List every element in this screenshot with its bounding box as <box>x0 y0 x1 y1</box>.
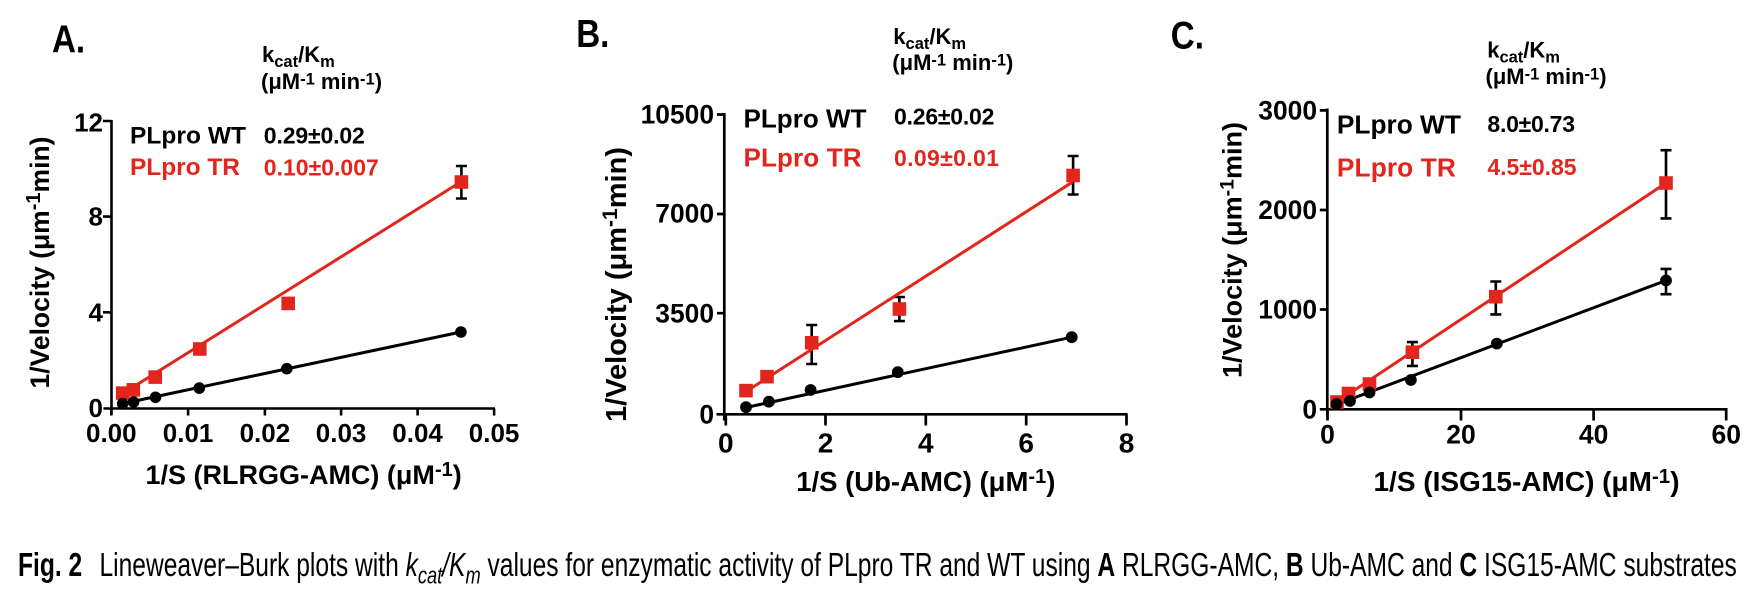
svg-text:8: 8 <box>89 202 103 232</box>
svg-text:1000: 1000 <box>1258 295 1317 325</box>
svg-text:PLpro TR: PLpro TR <box>744 143 862 173</box>
svg-text:0: 0 <box>699 400 714 430</box>
svg-text:1/Velocity (μm-1min): 1/Velocity (μm-1min) <box>1217 122 1248 378</box>
svg-text:0.10±0.007: 0.10±0.007 <box>264 155 379 181</box>
svg-text:3500: 3500 <box>655 298 714 328</box>
svg-text:4.5±0.85: 4.5±0.85 <box>1487 154 1576 180</box>
svg-text:0.00: 0.00 <box>86 418 137 448</box>
svg-text:10500: 10500 <box>641 100 714 130</box>
svg-text:Fig. 2 Lineweaver–Burk plots w: Fig. 2 Lineweaver–Burk plots with kcat/K… <box>18 548 1737 590</box>
svg-text:3000: 3000 <box>1258 95 1317 125</box>
svg-text:1/S (ISG15-AMC) (μM-1): 1/S (ISG15-AMC) (μM-1) <box>1373 465 1679 497</box>
svg-text:0: 0 <box>1320 419 1335 449</box>
svg-text:0.05: 0.05 <box>469 418 520 448</box>
svg-text:0.04: 0.04 <box>392 418 443 448</box>
svg-text:0: 0 <box>1302 394 1317 424</box>
svg-text:0: 0 <box>718 428 734 459</box>
svg-text:4: 4 <box>918 428 934 459</box>
svg-text:0.02: 0.02 <box>240 418 291 448</box>
svg-text:2000: 2000 <box>1258 195 1317 225</box>
svg-text:0.03: 0.03 <box>316 418 367 448</box>
svg-text:6: 6 <box>1018 428 1034 459</box>
svg-text:2: 2 <box>818 428 834 459</box>
svg-text:kcat/Km: kcat/Km <box>1487 38 1560 67</box>
svg-text:1/Velocity (μm-1min): 1/Velocity (μm-1min) <box>23 137 55 389</box>
svg-text:20: 20 <box>1446 419 1475 449</box>
svg-text:PLpro WT: PLpro WT <box>130 123 246 150</box>
svg-text:A.: A. <box>52 17 85 61</box>
svg-text:12: 12 <box>74 108 103 138</box>
svg-text:1/S (RLRGG-AMC) (μM-1): 1/S (RLRGG-AMC) (μM-1) <box>145 459 461 490</box>
svg-text:PLpro WT: PLpro WT <box>744 104 867 134</box>
svg-text:4: 4 <box>89 297 104 327</box>
svg-text:1/S (Ub-AMC) (μM-1): 1/S (Ub-AMC) (μM-1) <box>796 466 1055 497</box>
svg-text:8.0±0.73: 8.0±0.73 <box>1487 111 1575 137</box>
svg-text:0.09±0.01: 0.09±0.01 <box>894 145 999 171</box>
svg-text:C.: C. <box>1171 13 1204 57</box>
svg-text:0: 0 <box>89 393 103 423</box>
svg-text:PLpro TR: PLpro TR <box>1337 152 1456 182</box>
svg-text:40: 40 <box>1579 419 1608 449</box>
svg-text:1/Velocity (μm-1min): 1/Velocity (μm-1min) <box>599 147 633 422</box>
svg-text:60: 60 <box>1711 419 1740 449</box>
svg-text:0.29±0.02: 0.29±0.02 <box>264 123 365 149</box>
svg-text:PLpro TR: PLpro TR <box>130 154 240 181</box>
svg-text:B.: B. <box>576 11 609 55</box>
svg-text:7000: 7000 <box>655 199 714 229</box>
svg-text:8: 8 <box>1119 428 1135 459</box>
svg-text:0.01: 0.01 <box>163 418 214 448</box>
svg-text:PLpro WT: PLpro WT <box>1337 109 1461 139</box>
svg-text:0.26±0.02: 0.26±0.02 <box>894 104 994 130</box>
